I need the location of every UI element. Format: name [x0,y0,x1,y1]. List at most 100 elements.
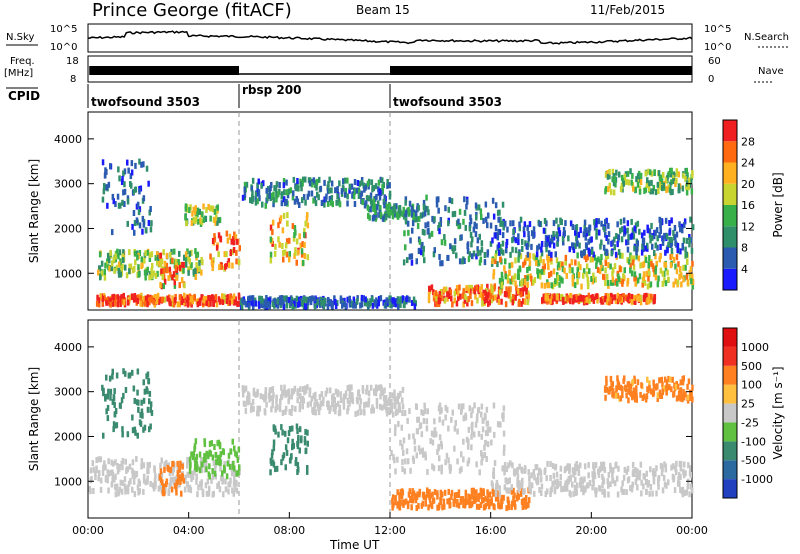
echo-cell [538,487,541,493]
echo-cell [611,470,614,477]
echo-cell [633,225,636,232]
echo-cell [205,490,209,497]
echo-cell [496,261,499,268]
x-tick-label: 04:00 [173,524,205,537]
echo-cell [218,459,221,466]
echo-cell [218,443,222,450]
y-axis-label: Slant Range [km] [27,367,41,471]
echo-cell [404,196,408,203]
echo-cell [329,199,333,206]
echo-cell [228,233,232,240]
echo-cell [159,468,163,475]
echo-cell [451,211,455,218]
echo-cell [198,298,201,305]
echo-cell [622,180,625,187]
echo-cell [394,495,397,501]
echo-cell [282,196,286,203]
echo-cell [613,480,617,487]
y-tick-label: 2000 [54,430,82,443]
echo-cell [407,500,410,507]
echo-cell [304,447,308,454]
echo-cell [512,228,515,235]
echo-cell [657,476,660,483]
echo-cell [144,250,147,257]
echo-cell [668,376,672,383]
echo-cell [607,482,610,489]
echo-cell [572,294,575,301]
echo-cell [649,281,653,288]
echo-cell [306,212,309,219]
echo-cell [107,388,110,395]
echo-cell [372,214,375,221]
echo-cell [111,193,115,200]
x-axis-label: Time UT [329,538,380,552]
echo-cell [520,498,524,505]
echo-cell [565,272,568,279]
echo-cell [523,231,526,238]
echo-cell [579,295,583,302]
echo-cell [590,276,593,282]
echo-cell [183,477,187,484]
echo-cell [617,273,620,280]
echo-cell [271,229,274,236]
echo-cell [476,237,480,244]
echo-cell [363,300,367,307]
freq-band-1 [89,66,239,75]
echo-cell [686,383,689,390]
echo-cell [614,297,618,304]
echo-cell [568,263,572,270]
echo-cell [464,489,468,496]
echo-cell [688,241,691,248]
echo-cell [486,427,490,433]
echo-cell [598,268,602,275]
echo-cell [512,235,515,242]
echo-cell [646,283,650,290]
echo-cell [518,266,522,273]
echo-cell [691,283,694,290]
echo-cell [517,268,520,275]
echo-cell [426,221,430,228]
echo-cell [160,296,164,303]
echo-cell [494,294,497,301]
echo-cell [114,459,117,466]
echo-cell [559,474,562,480]
echo-cell [195,252,198,259]
echo-cell [616,375,619,382]
echo-cell [301,241,304,248]
echo-cell [536,479,539,486]
echo-cell [284,405,288,412]
echo-cell [285,238,289,245]
echo-cell [284,444,288,451]
echo-cell [689,237,693,244]
echo-cell [422,211,425,218]
echo-cell [457,223,460,230]
echo-cell [315,400,318,407]
echo-cell [162,249,165,256]
echo-cell [234,450,237,457]
echo-cell [304,199,307,206]
echo-cell [126,195,130,202]
echo-cell [670,247,674,254]
echo-cell [548,256,551,263]
echo-cell [424,222,427,229]
freq-tick-bottom: 8 [70,74,76,85]
echo-cell [669,189,673,196]
echo-cell [398,495,401,502]
echo-cell [226,460,229,467]
echo-cell [140,458,144,465]
echo-cell [94,474,97,481]
echo-cell [135,250,139,257]
echo-cell [591,278,594,285]
echo-cell [383,387,386,394]
echo-cell [591,484,594,491]
echo-cell [140,256,143,263]
echo-cell [306,222,310,229]
echo-cell [282,452,286,459]
echo-cell [477,407,481,413]
echo-cell [270,452,274,459]
echo-cell [569,292,573,299]
echo-cell [493,460,497,467]
echo-cell [492,473,496,480]
echo-cell [532,226,536,233]
echo-cell [217,251,220,258]
